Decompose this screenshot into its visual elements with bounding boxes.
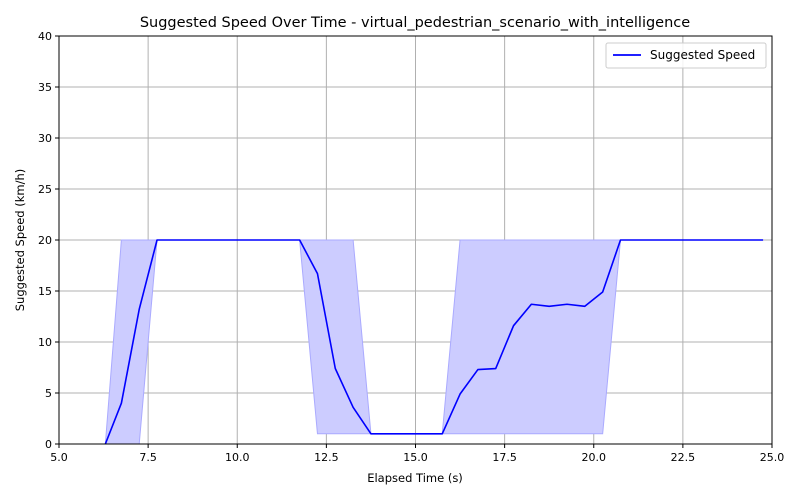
x-axis-label: Elapsed Time (s) (367, 471, 463, 485)
legend: Suggested Speed (605, 42, 767, 69)
x-tick-label: 5.0 (50, 451, 68, 464)
series-layer (104, 239, 764, 445)
series-line-suggested-speed (104, 239, 764, 445)
y-tick-label: 10 (38, 336, 52, 349)
y-tick-label: 0 (45, 438, 52, 451)
y-axis-label: Suggested Speed (km/h) (13, 169, 27, 312)
legend-box (605, 42, 767, 69)
x-tick-label: 22.5 (671, 451, 696, 464)
y-tick-label: 20 (38, 234, 52, 247)
y-tick-label: 5 (45, 387, 52, 400)
y-tick-label: 40 (38, 30, 52, 43)
x-tick-label: 25.0 (760, 451, 785, 464)
y-tick-label: 15 (38, 285, 52, 298)
y-tick-label: 25 (38, 183, 52, 196)
x-tick-label: 17.5 (492, 451, 517, 464)
x-tick-label: 7.5 (139, 451, 157, 464)
x-tick-label: 10.0 (225, 451, 250, 464)
legend-label-suggested-speed: Suggested Speed (650, 48, 755, 62)
y-axis-ticks: 0 5 10 15 20 25 30 35 40 (38, 30, 59, 451)
x-tick-label: 15.0 (403, 451, 428, 464)
y-tick-label: 35 (38, 81, 52, 94)
y-tick-label: 30 (38, 132, 52, 145)
x-tick-label: 20.0 (582, 451, 607, 464)
x-tick-label: 12.5 (314, 451, 339, 464)
x-axis-ticks: 5.0 7.5 10.0 12.5 15.0 17.5 20.0 22.5 25.0 (50, 444, 784, 464)
chart-title: Suggested Speed Over Time - virtual_pede… (140, 15, 690, 31)
